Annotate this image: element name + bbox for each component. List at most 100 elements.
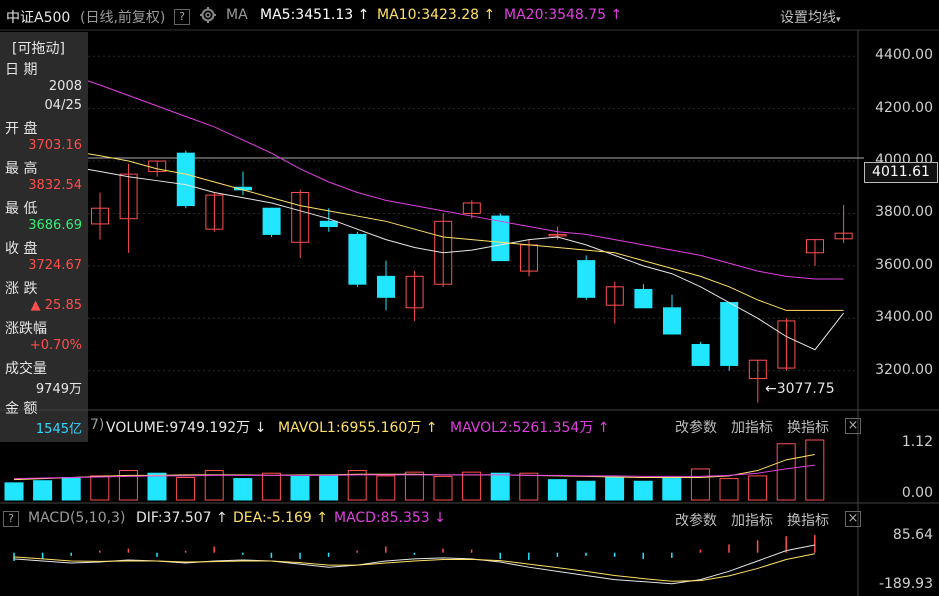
macd-help-icon[interactable]: ? [3, 511, 19, 527]
volume-bar-up [376, 475, 396, 501]
open-value: 3703.16 [28, 138, 82, 153]
price-tick-label: 3400.00 [875, 309, 933, 326]
amount-value: 1545亿 [35, 422, 82, 437]
macd-axis-bottom: -189.93 [878, 576, 933, 592]
volume-bar-up [90, 475, 110, 501]
ma-settings-button[interactable]: 设置均线▾ [780, 10, 841, 26]
low-value: 3686.69 [28, 218, 82, 233]
price-tick-label: 4200.00 [875, 99, 933, 116]
vol-axis-bottom: 0.00 [901, 485, 933, 501]
high-value: 3832.54 [28, 178, 82, 193]
volume-bar-up [261, 472, 281, 501]
ma5-value: MA5:3451.13 ↑ [260, 7, 370, 23]
index-title: 中证A500 [6, 10, 71, 26]
volume-bar-up [118, 470, 138, 501]
candle-down [262, 207, 281, 235]
volume-bar-down [576, 480, 596, 501]
candle-up [777, 320, 796, 369]
volume-bar-up [519, 472, 539, 501]
dea-line [13, 553, 815, 582]
candle-down [176, 152, 195, 207]
macd-switch-indicator-button[interactable]: 换指标 [787, 513, 829, 529]
help-icon[interactable]: ? [174, 9, 190, 25]
open-label: 开 盘 [5, 121, 38, 137]
mavol1-indicator: MAVOL1:6955.160万 ↑ [278, 420, 438, 436]
macd-close-icon[interactable]: × [845, 511, 861, 527]
volume-bar-up [204, 470, 224, 501]
mavol1-line [13, 453, 815, 481]
vol-axis-top: 1.12 [901, 434, 933, 450]
volume-indicator: VOLUME:9749.192万 ↓ [106, 420, 267, 436]
volume-value: 9749万 [35, 382, 82, 397]
ma-line-ma5 [87, 168, 844, 351]
volume-bar-down [319, 475, 339, 501]
volume-bar-up [404, 471, 424, 501]
mavol2-indicator: MAVOL2:5261.354万 ↑ [450, 420, 610, 436]
volume-bar-up [776, 443, 796, 501]
close-value: 3724.67 [28, 258, 82, 273]
date-year: 2008 [48, 79, 82, 94]
candle-up [605, 286, 624, 306]
macd-name: MACD(5,10,3) [28, 510, 126, 526]
change-pct-value: +0.70% [29, 338, 82, 353]
dif-line [13, 544, 815, 585]
chart-mode: (日线,前复权) [80, 10, 166, 26]
volume-bar-down [4, 482, 24, 501]
candle-up [462, 202, 481, 214]
candle-down [377, 275, 395, 298]
volume-bar-down [547, 479, 567, 501]
ma-line-ma20 [87, 80, 844, 280]
macd-add-indicator-button[interactable]: 加指标 [731, 513, 773, 529]
candle-down [663, 307, 681, 335]
change-pct-label: 涨跌幅 [5, 321, 47, 337]
vol-switch-indicator-button[interactable]: 换指标 [787, 420, 829, 436]
current-price-label: 4011.61 [864, 162, 938, 183]
volume-label: 成交量 [5, 361, 47, 377]
min-price-marker: ←3077.75 [765, 381, 835, 397]
volume-bar-down [61, 477, 81, 501]
candle-up [834, 232, 853, 240]
candle-up [434, 220, 453, 285]
candle-down [577, 260, 596, 298]
vol-add-indicator-button[interactable]: 加指标 [731, 420, 773, 436]
drag-handle[interactable]: [可拖动] [12, 41, 65, 57]
ohlc-info-panel[interactable]: [可拖动] 日 期 2008 04/25 开 盘 3703.16 最 高 383… [0, 32, 88, 442]
price-tick-label: 3600.00 [875, 256, 933, 273]
amount-label: 金 额 [5, 401, 38, 417]
candle-up [205, 194, 224, 230]
volume-bar-down [290, 475, 310, 501]
candle-up [748, 359, 767, 380]
candle-up [405, 275, 424, 309]
volume-bar-up [805, 439, 825, 501]
dif-indicator: DIF:37.507 ↑ [136, 510, 228, 526]
volume-bar-up [462, 471, 482, 501]
low-label: 最 低 [5, 201, 38, 217]
ma10-value: MA10:3423.28 ↑ [377, 7, 496, 23]
volume-bar-down [147, 472, 167, 501]
candle-down [720, 302, 739, 366]
volume-bar-down [233, 478, 253, 501]
mavol2-line [13, 464, 815, 480]
macd-params-button[interactable]: 改参数 [675, 513, 717, 529]
volume-bar-down [633, 480, 653, 501]
volume-bar-up [748, 475, 768, 501]
volume-bar-down [490, 472, 510, 501]
gear-icon[interactable] [199, 6, 217, 28]
date-label: 日 期 [5, 62, 38, 78]
candle-up [806, 239, 824, 254]
volume-bar-up [347, 470, 367, 501]
change-value: ▲ 25.85 [30, 298, 82, 313]
dea-indicator: DEA:-5.169 ↑ [233, 510, 328, 526]
candle-up [91, 207, 109, 225]
vol-params-button[interactable]: 改参数 [675, 420, 717, 436]
candle-down [348, 233, 367, 285]
price-tick-label: 3200.00 [875, 361, 933, 378]
high-label: 最 高 [5, 161, 38, 177]
volume-bar-up [690, 468, 710, 501]
volume-bar-down [605, 477, 625, 501]
candle-down [634, 288, 653, 309]
volume-bar-up [176, 477, 196, 501]
vol-close-icon[interactable]: × [845, 418, 861, 434]
date-monthday: 04/25 [44, 98, 82, 113]
